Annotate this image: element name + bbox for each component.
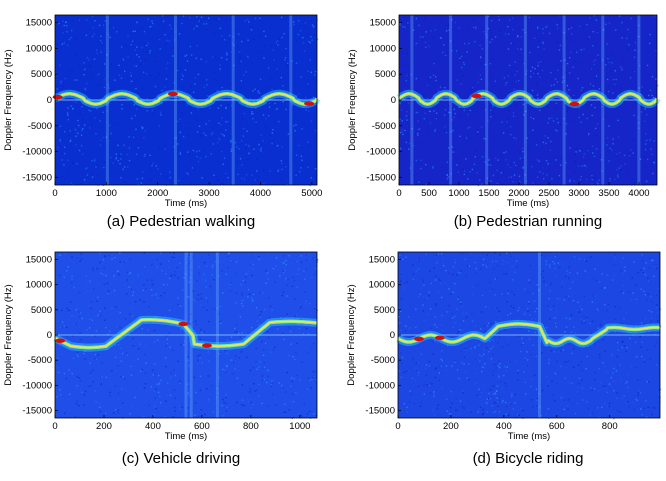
x-tick-label: 200	[443, 421, 459, 432]
noise-speckle	[399, 15, 659, 187]
x-tick-label: 3000	[199, 188, 220, 199]
doppler-trace-core	[54, 319, 318, 349]
doppler-trace-core	[54, 93, 318, 105]
x-tick-label: 400	[496, 421, 512, 432]
x-axis-label: Time (ms)	[165, 431, 207, 442]
y-tick-label: -5000	[28, 355, 52, 366]
y-tick-label: 0	[47, 330, 52, 341]
x-tick-label: 0	[395, 421, 400, 432]
y-tick-label: -15000	[365, 405, 395, 416]
x-tick-label: 2000	[147, 188, 168, 199]
intensity-peaks	[414, 335, 445, 342]
x-tick-label: 600	[549, 421, 565, 432]
x-tick-label: 3500	[598, 188, 619, 199]
y-tick-label: 5000	[374, 305, 395, 316]
intensity-peaks	[55, 321, 212, 348]
noise-speckle	[55, 252, 319, 419]
y-tick-label: 10000	[26, 43, 52, 54]
x-tick-label: 800	[243, 421, 259, 432]
y-tick-label: 5000	[375, 69, 396, 80]
x-tick-label: 5000	[301, 188, 322, 199]
y-axis-label: Doppler Frequency (Hz)	[346, 284, 357, 385]
y-axis-label: Doppler Frequency (Hz)	[3, 284, 14, 385]
x-tick-label: 200	[96, 421, 112, 432]
y-tick-label: 0	[390, 330, 395, 341]
y-tick-label: -15000	[366, 172, 396, 183]
x-tick-label: 0	[52, 421, 57, 432]
y-tick-label: 0	[47, 95, 52, 106]
y-tick-label: 0	[391, 95, 396, 106]
x-tick-label: 2500	[538, 188, 559, 199]
x-tick-label: 3000	[568, 188, 589, 199]
y-tick-label: -15000	[22, 172, 52, 183]
caption-d: (d) Bicycle riding	[472, 450, 584, 467]
x-tick-label: 1000	[96, 188, 117, 199]
x-tick-label: 500	[421, 188, 437, 199]
y-tick-label: 15000	[26, 255, 52, 266]
y-tick-label: 5000	[31, 69, 52, 80]
x-tick-label: 1000	[289, 421, 310, 432]
y-tick-label: 15000	[26, 18, 52, 29]
caption-a: (a) Pedestrian walking	[106, 213, 256, 230]
x-tick-label: 4000	[628, 188, 649, 199]
y-tick-label: -10000	[365, 380, 395, 391]
x-tick-label: 0	[396, 188, 401, 199]
y-tick-label: -10000	[22, 147, 52, 158]
caption-c: (c) Vehicle driving	[121, 450, 241, 467]
x-tick-label: 0	[52, 188, 57, 199]
caption-b: (b) Pedestrian running	[453, 213, 603, 230]
x-tick-label: 800	[602, 421, 618, 432]
y-tick-label: -15000	[22, 405, 52, 416]
doppler-trace-core	[398, 93, 658, 105]
y-axis-label: Doppler Frequency (Hz)	[347, 49, 358, 150]
y-tick-label: 10000	[370, 43, 396, 54]
y-tick-label: -5000	[371, 355, 395, 366]
y-axis-label: Doppler Frequency (Hz)	[3, 49, 14, 150]
x-tick-label: 1500	[478, 188, 499, 199]
y-tick-label: 10000	[26, 280, 52, 291]
y-tick-label: -5000	[372, 121, 396, 132]
intensity-peaks	[471, 93, 580, 107]
y-tick-label: 5000	[31, 305, 52, 316]
x-axis-label: Time (ms)	[507, 198, 549, 209]
x-tick-label: 400	[145, 421, 161, 432]
y-tick-label: -10000	[366, 147, 396, 158]
y-tick-label: -10000	[22, 380, 52, 391]
x-tick-label: 4000	[250, 188, 271, 199]
x-tick-label: 2000	[508, 188, 529, 199]
y-tick-label: 15000	[369, 255, 395, 266]
y-tick-label: -5000	[28, 121, 52, 132]
x-tick-label: 600	[194, 421, 210, 432]
x-axis-label: Time (ms)	[165, 198, 207, 209]
y-tick-label: 10000	[369, 280, 395, 291]
x-tick-label: 1000	[448, 188, 469, 199]
x-axis-label: Time (ms)	[508, 431, 550, 442]
y-tick-label: 15000	[370, 18, 396, 29]
